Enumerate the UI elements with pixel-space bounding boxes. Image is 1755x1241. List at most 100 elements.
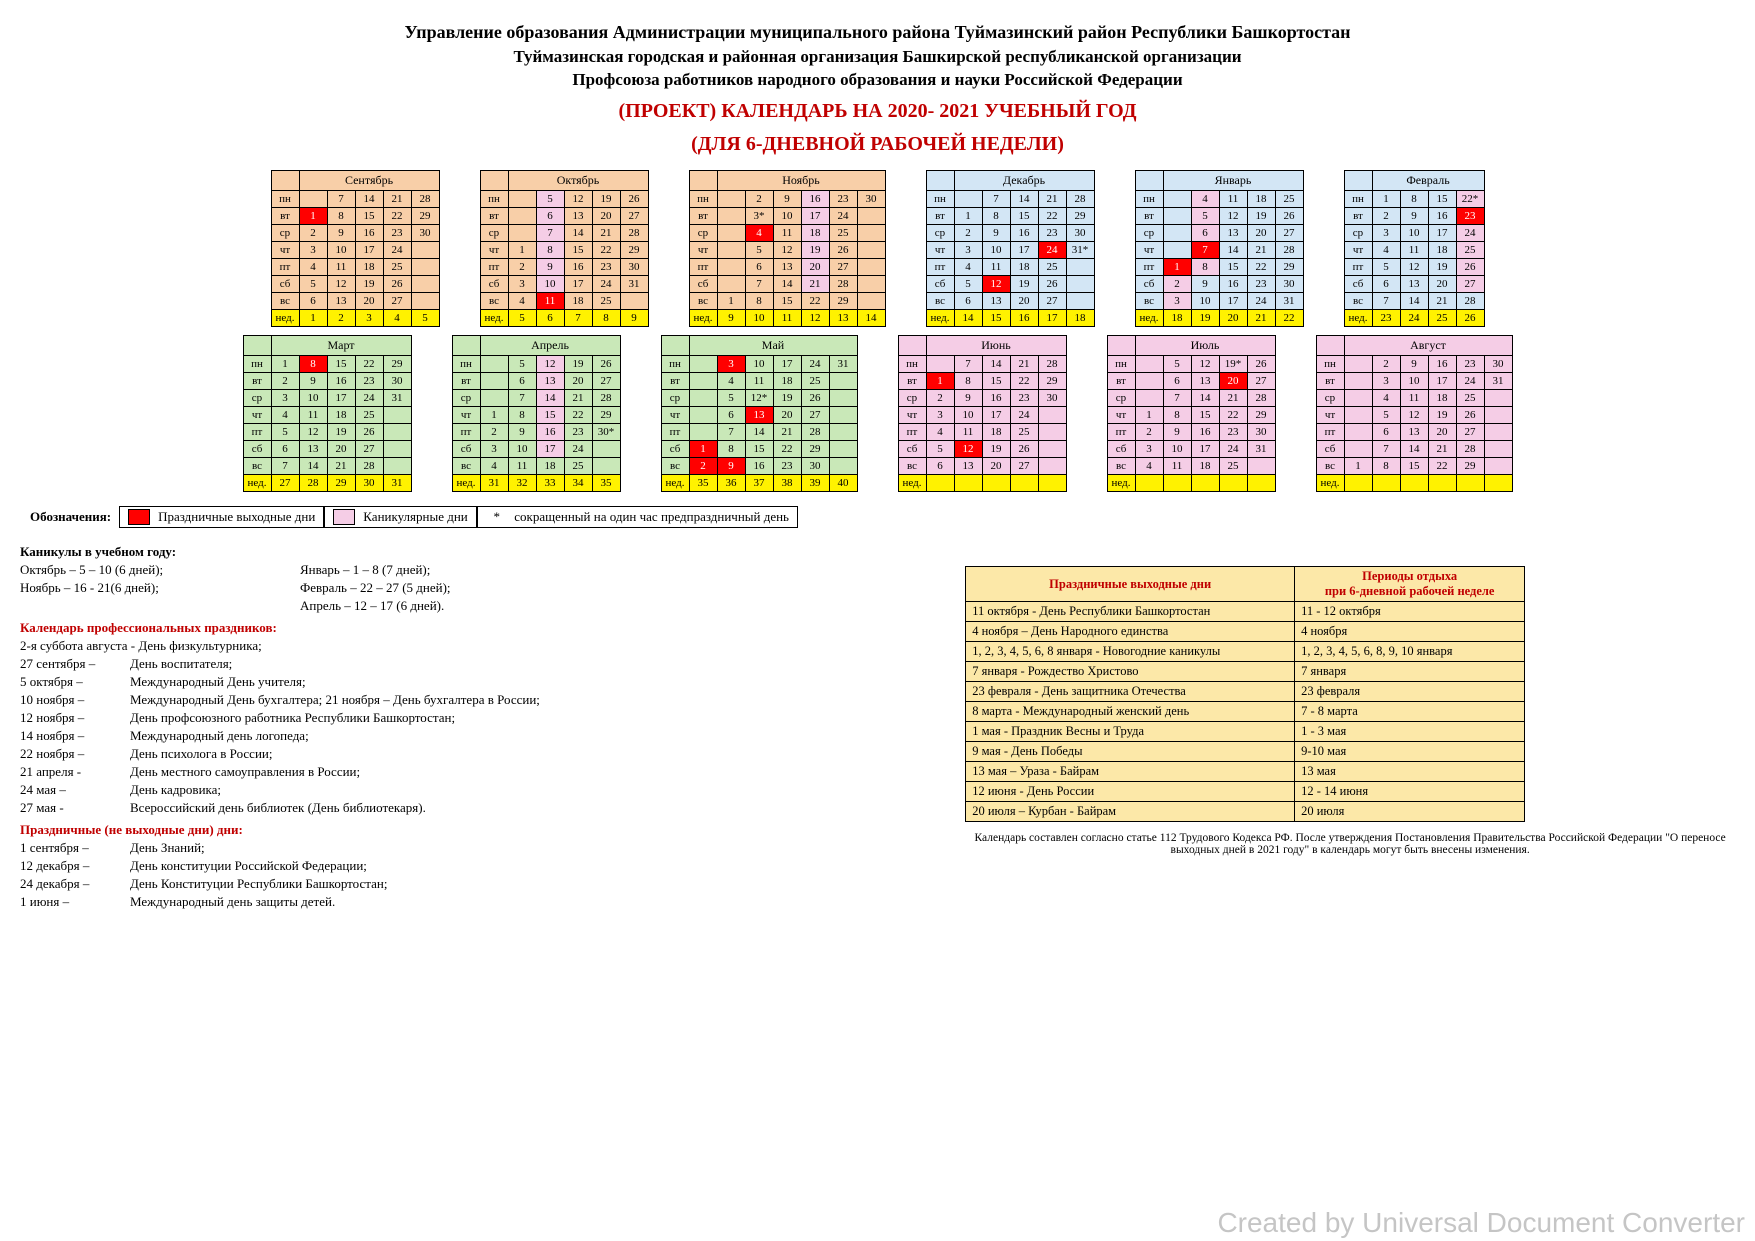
day-cell [857, 293, 885, 310]
day-cell [1191, 475, 1219, 492]
day-cell: 16 [327, 373, 355, 390]
day-cell: 9 [717, 458, 745, 475]
day-cell: 24 [801, 356, 829, 373]
day-cell: 3 [926, 407, 954, 424]
day-cell: 9 [954, 390, 982, 407]
prof-line: 27 сентября –День воспитателя; [20, 656, 905, 672]
day-cell: 25 [564, 458, 592, 475]
day-cell: 9 [299, 373, 327, 390]
day-cell: 7 [1163, 390, 1191, 407]
nonwork-line: 12 декабря –День конституции Российской … [20, 858, 905, 874]
day-cell: 29 [1038, 373, 1066, 390]
footnote: Календарь составлен согласно статье 112 … [965, 832, 1735, 856]
day-cell: 15 [745, 441, 773, 458]
day-cell: 2 [689, 458, 717, 475]
day-cell: 14 [536, 390, 564, 407]
day-cell: 26 [1275, 208, 1303, 225]
prof-line: 5 октября –Международный День учителя; [20, 674, 905, 690]
day-cell: 4 [383, 310, 411, 327]
day-cell: 21 [383, 191, 411, 208]
day-cell: 26 [620, 191, 648, 208]
day-cell: 30 [1247, 424, 1275, 441]
day-cell: 25 [1219, 458, 1247, 475]
day-cell: 25 [1275, 191, 1303, 208]
day-cell: 13 [954, 458, 982, 475]
day-cell: 22 [592, 242, 620, 259]
day-cell: 27 [1275, 225, 1303, 242]
day-cell: 2 [299, 225, 327, 242]
day-cell: 30 [1066, 225, 1094, 242]
day-cell: 14 [745, 424, 773, 441]
hol-cell: 9 мая - День Победы [966, 742, 1295, 762]
day-cell: 3 [1135, 441, 1163, 458]
day-cell: 26 [1010, 441, 1038, 458]
legend-item: Праздничные выходные дни [119, 506, 324, 528]
day-cell: 6 [1163, 373, 1191, 390]
day-cell: 14 [1400, 441, 1428, 458]
day-cell: 12 [773, 242, 801, 259]
day-cell: 4 [508, 293, 536, 310]
day-cell: 15 [1191, 407, 1219, 424]
day-cell [689, 373, 717, 390]
day-cell: 1 [299, 208, 327, 225]
nonwork-title: Праздничные (не выходные дни) дни: [20, 822, 905, 838]
day-cell [926, 475, 954, 492]
day-cell: 4 [480, 458, 508, 475]
day-cell: 18 [801, 225, 829, 242]
month-Октябрь: Октябрьпн5121926вт6132027ср7142128чт1815… [480, 170, 649, 327]
day-cell: 17 [564, 276, 592, 293]
day-cell: 6 [508, 373, 536, 390]
day-cell: 31 [1484, 373, 1512, 390]
day-cell: 28 [592, 390, 620, 407]
day-cell: 20 [1428, 424, 1456, 441]
day-cell: 12 [299, 424, 327, 441]
day-cell [1135, 390, 1163, 407]
title2: (ДЛЯ 6-ДНЕВНОЙ РАБОЧЕЙ НЕДЕЛИ) [20, 133, 1735, 156]
day-cell: 27 [1456, 276, 1484, 293]
day-cell: 14 [857, 310, 885, 327]
day-cell: 18 [1428, 390, 1456, 407]
day-cell: 24 [1010, 407, 1038, 424]
day-cell: 16 [536, 424, 564, 441]
day-cell: 29 [592, 407, 620, 424]
day-cell: 18 [1010, 259, 1038, 276]
day-cell [717, 208, 745, 225]
day-cell: 26 [383, 276, 411, 293]
day-cell: 1 [717, 293, 745, 310]
day-cell [1163, 475, 1191, 492]
day-cell: 12 [564, 191, 592, 208]
day-cell: 14 [299, 458, 327, 475]
day-cell [1484, 407, 1512, 424]
day-cell: 20 [1010, 293, 1038, 310]
day-cell: 37 [745, 475, 773, 492]
day-cell: 27 [1456, 424, 1484, 441]
day-cell: 3 [1372, 373, 1400, 390]
prof-line: 14 ноября –Международный день логопеда; [20, 728, 905, 744]
day-cell: 24 [1456, 373, 1484, 390]
watermark: Created by Universal Document Converter [1207, 1205, 1755, 1241]
day-cell: 27 [271, 475, 299, 492]
day-cell: 16 [1428, 356, 1456, 373]
day-cell: 18 [564, 293, 592, 310]
day-cell: 28 [355, 458, 383, 475]
day-cell: 4 [1191, 191, 1219, 208]
day-cell: 13 [1400, 424, 1428, 441]
day-cell: 23 [829, 191, 857, 208]
day-cell: 15 [1010, 208, 1038, 225]
day-cell: 12 [801, 310, 829, 327]
day-cell: 15 [536, 407, 564, 424]
day-cell [1038, 458, 1066, 475]
day-cell: 12 [1191, 356, 1219, 373]
day-cell: 9 [508, 424, 536, 441]
day-cell: 22 [1275, 310, 1303, 327]
day-cell [1344, 373, 1372, 390]
day-cell: 6 [299, 293, 327, 310]
day-cell [717, 242, 745, 259]
day-cell: 2 [327, 310, 355, 327]
day-cell: 5 [271, 424, 299, 441]
day-cell: 27 [829, 259, 857, 276]
day-cell: 16 [355, 225, 383, 242]
day-cell: 11 [1163, 458, 1191, 475]
day-cell [1066, 276, 1094, 293]
day-cell [982, 475, 1010, 492]
